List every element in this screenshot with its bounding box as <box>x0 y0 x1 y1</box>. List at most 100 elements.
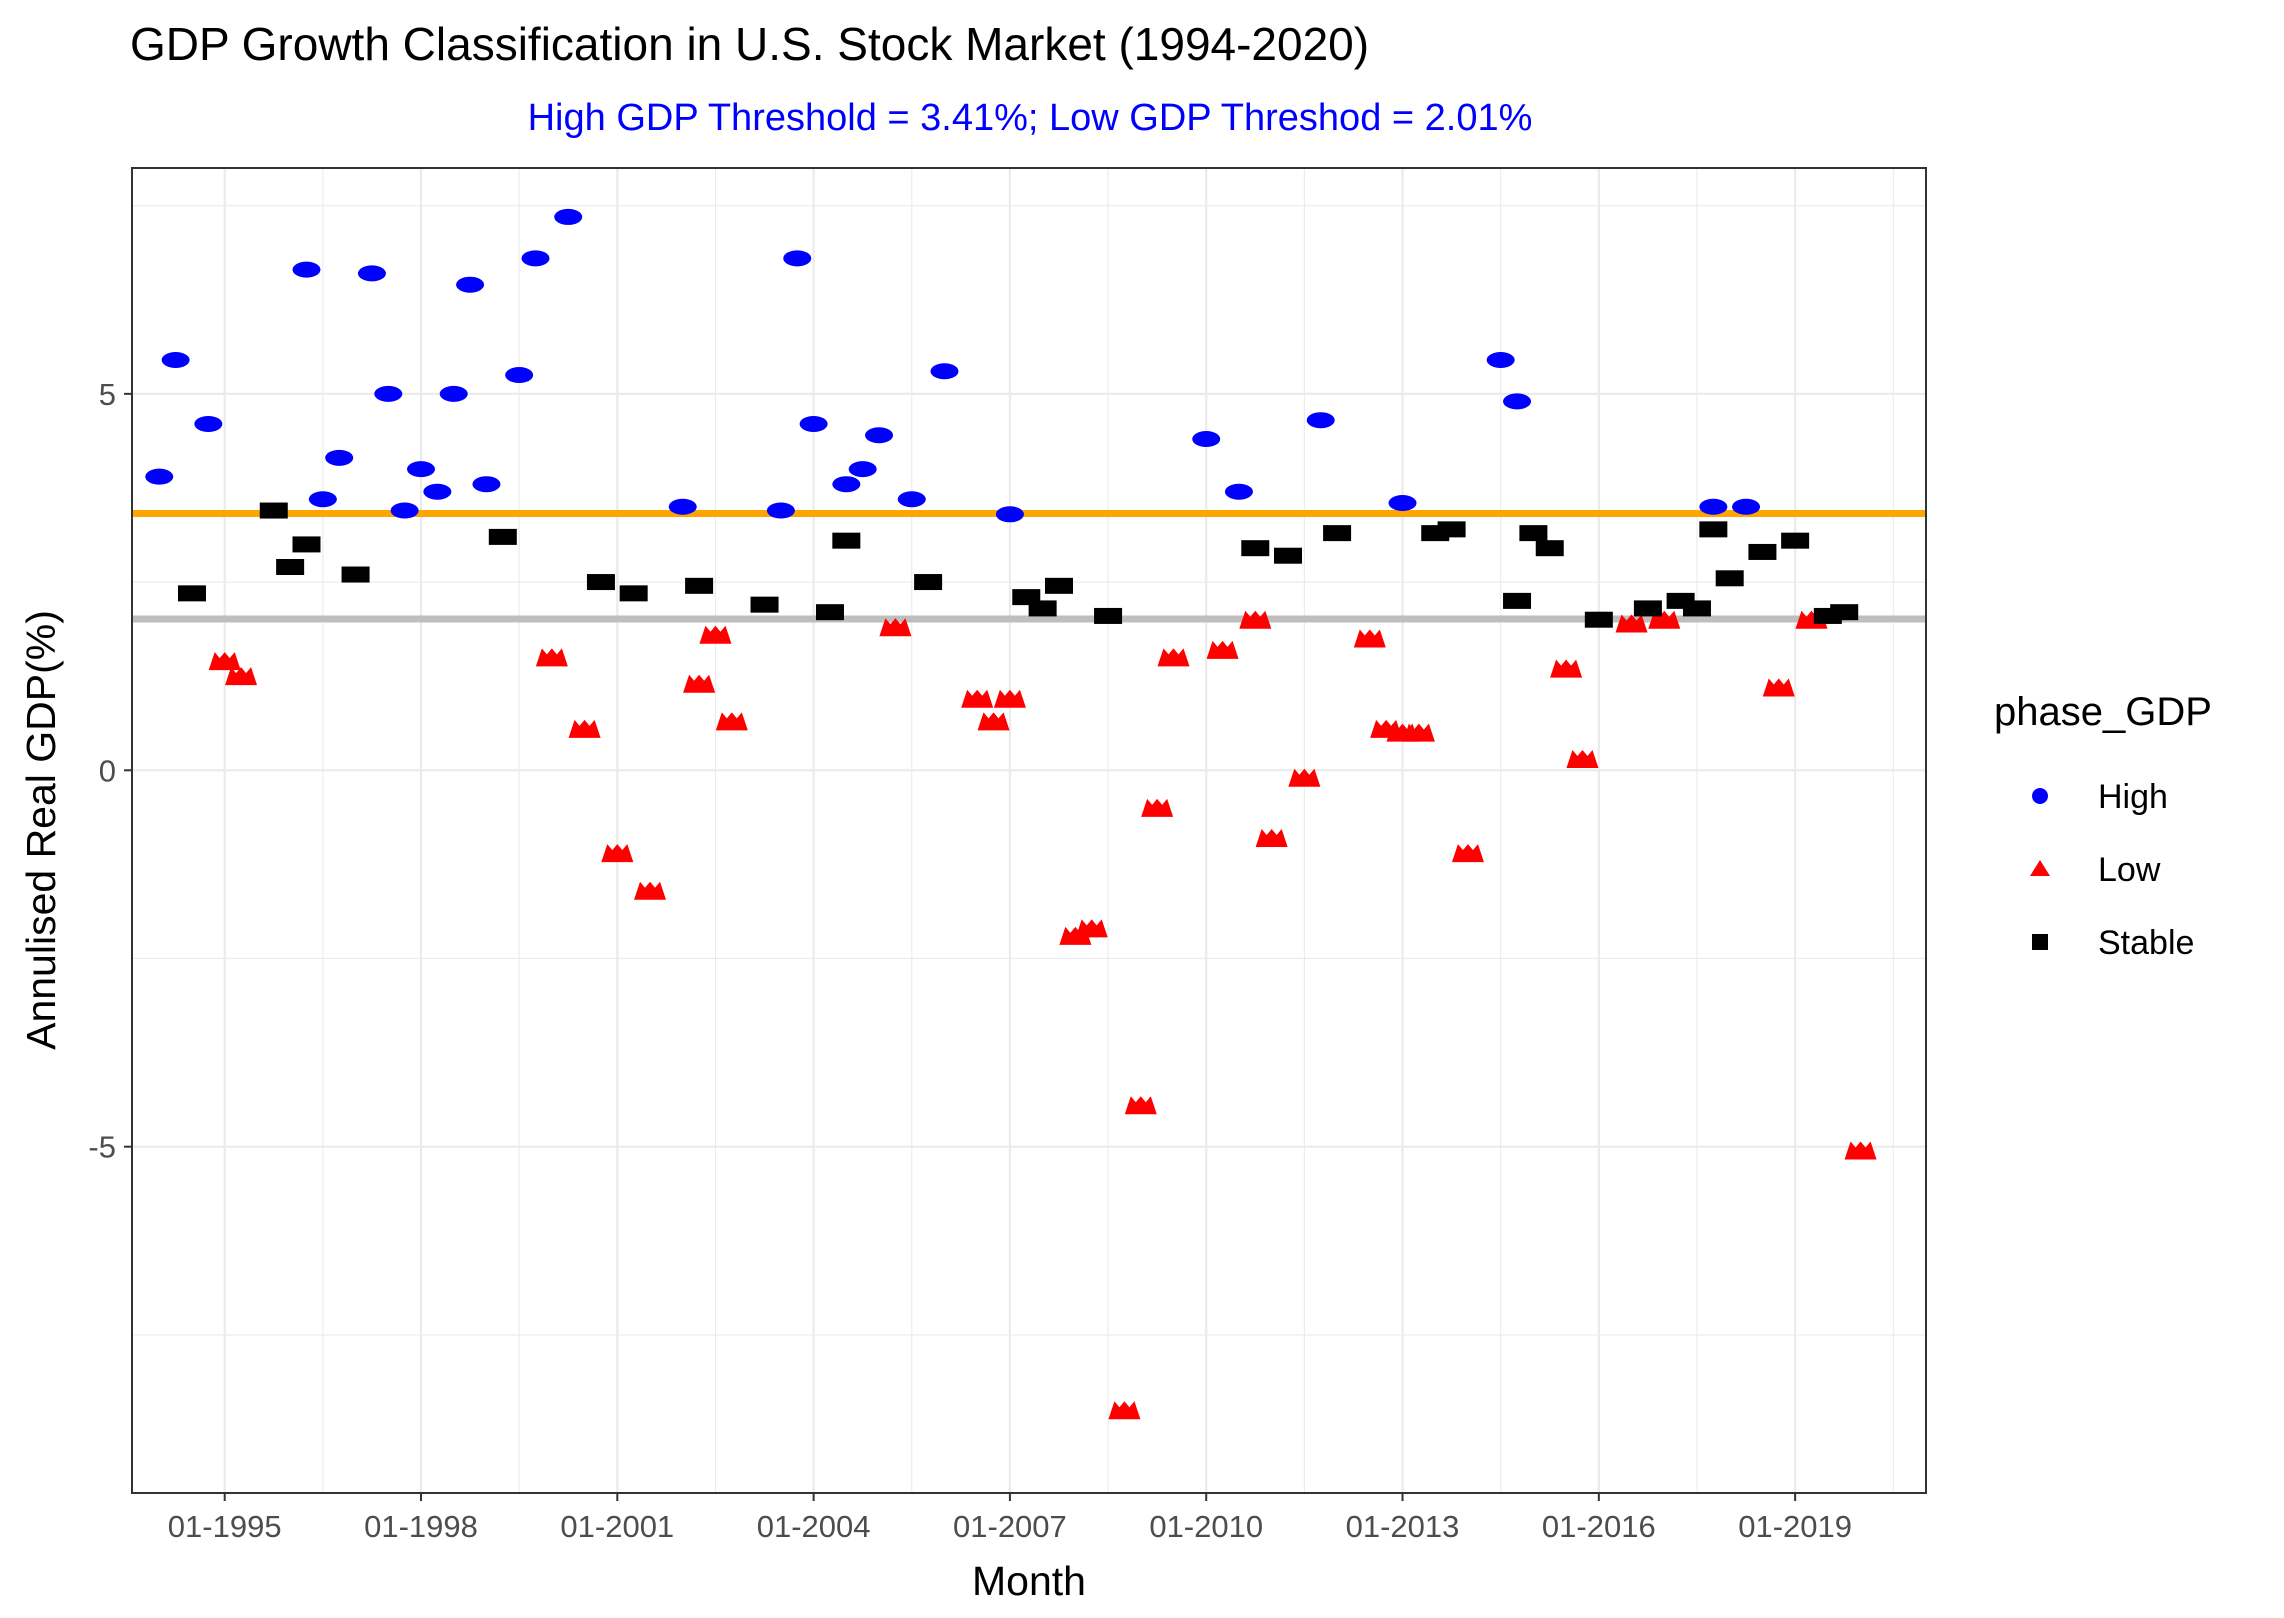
data-point-low <box>1762 678 1795 697</box>
data-point-stable <box>1028 600 1057 617</box>
data-point-stable <box>1094 607 1123 624</box>
x-axis-title: Month <box>972 1558 1086 1604</box>
data-point-stable <box>1503 592 1532 609</box>
data-point-high <box>1486 351 1515 368</box>
y-tick-label: -5 <box>88 1130 116 1165</box>
data-point-stable <box>1323 525 1352 542</box>
data-point-stable <box>276 559 305 576</box>
x-tick-label: 01-2013 <box>1346 1509 1460 1544</box>
y-tick-label: 5 <box>99 377 116 412</box>
data-point-high <box>1306 412 1335 429</box>
data-point-low <box>1075 919 1108 938</box>
data-point-low <box>1255 829 1288 848</box>
data-point-stable <box>1781 532 1810 549</box>
data-point-low <box>568 719 601 738</box>
x-tick-label: 01-2004 <box>757 1509 871 1544</box>
data-point-low <box>1141 798 1174 817</box>
data-point-high <box>832 476 861 493</box>
data-point-low <box>1108 1401 1141 1420</box>
data-point-stable <box>488 528 517 545</box>
data-point-high <box>407 461 436 478</box>
data-point-high <box>423 483 452 500</box>
data-point-stable <box>1699 521 1728 538</box>
data-point-stable <box>292 536 321 553</box>
legend-key-stable <box>2032 934 2048 950</box>
x-tick-label: 01-2001 <box>560 1509 674 1544</box>
data-point-high <box>1699 498 1728 515</box>
data-point-high <box>456 276 485 293</box>
chart-title: GDP Growth Classification in U.S. Stock … <box>130 18 1369 70</box>
data-point-low <box>1550 659 1583 678</box>
data-point-stable <box>259 502 288 519</box>
data-point-low <box>715 712 748 731</box>
data-point-stable <box>1715 570 1744 587</box>
data-point-high <box>783 250 812 267</box>
x-tick-label: 01-2010 <box>1149 1509 1263 1544</box>
data-point-high <box>308 491 337 508</box>
data-point-stable <box>914 574 943 591</box>
data-point-high <box>439 385 468 402</box>
y-tick-label: 0 <box>99 753 116 788</box>
data-point-high <box>1388 495 1417 512</box>
data-point-low <box>879 618 912 637</box>
data-point-high <box>668 498 697 515</box>
data-point-stable <box>1633 600 1662 617</box>
data-point-low <box>683 674 716 693</box>
data-point-high <box>357 265 386 282</box>
data-point-low <box>1239 610 1272 629</box>
data-point-high <box>865 427 894 444</box>
data-point-stable <box>1241 540 1270 557</box>
plot-panel <box>132 168 1926 1493</box>
x-tick-label: 01-2007 <box>953 1509 1067 1544</box>
data-point-high <box>472 476 501 493</box>
y-axis: -5 0 5 <box>88 377 132 1165</box>
data-point-low <box>1157 648 1190 667</box>
data-point-high <box>374 385 403 402</box>
data-point-high <box>1503 393 1532 410</box>
data-point-high <box>325 449 354 466</box>
data-point-high <box>766 502 795 519</box>
data-point-high <box>161 351 190 368</box>
data-point-stable <box>750 596 779 613</box>
data-point-stable <box>1830 604 1859 621</box>
legend-items: High Low Stable <box>2030 778 2194 962</box>
threshold-lines <box>132 510 1926 623</box>
data-point-high <box>194 415 223 432</box>
data-points <box>145 208 1877 1420</box>
gridlines <box>132 168 1926 1493</box>
data-point-high <box>897 491 926 508</box>
data-point-high <box>799 415 828 432</box>
x-tick-label: 01-1998 <box>364 1509 478 1544</box>
data-point-stable <box>1437 521 1466 538</box>
data-point-low <box>1615 614 1648 633</box>
data-point-stable <box>1584 611 1613 628</box>
data-point-high <box>292 261 321 278</box>
plot-border <box>131 167 1927 1494</box>
data-point-low <box>1451 844 1484 863</box>
data-point-high <box>1732 498 1761 515</box>
data-point-low <box>1288 768 1321 787</box>
data-point-stable <box>1044 577 1073 594</box>
data-point-low <box>1206 640 1239 659</box>
data-point-low <box>961 689 994 708</box>
x-axis: 01-1995 01-1998 01-2001 01-2004 01-2007 01-20… <box>168 1493 1852 1544</box>
data-point-high <box>554 208 583 225</box>
data-point-stable <box>619 585 648 602</box>
data-point-stable <box>832 532 861 549</box>
data-point-low <box>1402 723 1435 742</box>
data-point-high <box>1224 483 1253 500</box>
data-point-low <box>225 667 258 686</box>
data-point-high <box>930 363 959 380</box>
data-point-low <box>1844 1141 1877 1160</box>
data-point-low <box>634 881 667 900</box>
data-point-low <box>993 689 1026 708</box>
x-tick-label: 01-2019 <box>1738 1509 1852 1544</box>
data-point-stable <box>685 577 714 594</box>
data-point-stable <box>1535 540 1564 557</box>
data-point-low <box>1353 629 1386 648</box>
data-point-stable <box>341 566 370 583</box>
legend-key-high <box>2032 788 2048 804</box>
data-point-stable <box>177 585 206 602</box>
data-point-high <box>390 502 419 519</box>
